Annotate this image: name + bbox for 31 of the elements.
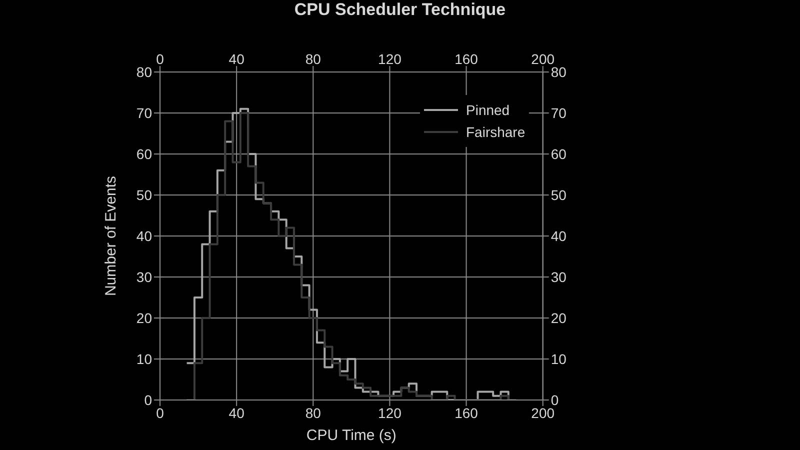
y2-tick-label: 50 (550, 186, 567, 203)
x-tick-label: 120 (378, 404, 402, 421)
y2-tick-label: 20 (550, 310, 567, 326)
y-tick-label: 50 (136, 186, 152, 203)
y-tick-label: 60 (136, 146, 152, 162)
y2-tick-label: 40 (550, 228, 567, 244)
y-tick-label: 10 (136, 350, 152, 367)
y2-tick-label: 60 (550, 146, 567, 162)
x-axis-title: CPU Time (s) (306, 427, 396, 444)
x-tick-label: 40 (228, 404, 245, 421)
y2-tick-label: 70 (550, 104, 567, 121)
y2-tick-label: 10 (550, 350, 567, 367)
x-tick-label: 80 (305, 404, 322, 421)
y-tick-label: 0 (144, 392, 152, 408)
y-tick-label: 80 (136, 64, 152, 80)
x2-tick-label: 120 (378, 51, 402, 67)
x-tick-label: 160 (454, 404, 478, 421)
chart-title: CPU Scheduler Technique (293, 0, 507, 20)
legend-label: Pinned (466, 102, 510, 118)
y-axis-title: Number of Events (102, 176, 120, 296)
x2-tick-label: 40 (228, 51, 245, 67)
y-tick-label: 30 (136, 268, 152, 285)
y-tick-label: 40 (136, 228, 152, 244)
legend-label: Fairshare (466, 124, 526, 140)
y2-tick-label: 30 (550, 268, 567, 285)
x2-tick-label: 160 (454, 51, 478, 67)
y-tick-label: 70 (136, 104, 152, 121)
y-tick-label: 20 (136, 310, 152, 326)
x-tick-label: 0 (156, 404, 164, 421)
x2-tick-label: 80 (305, 51, 322, 67)
x2-tick-label: 0 (156, 51, 164, 67)
